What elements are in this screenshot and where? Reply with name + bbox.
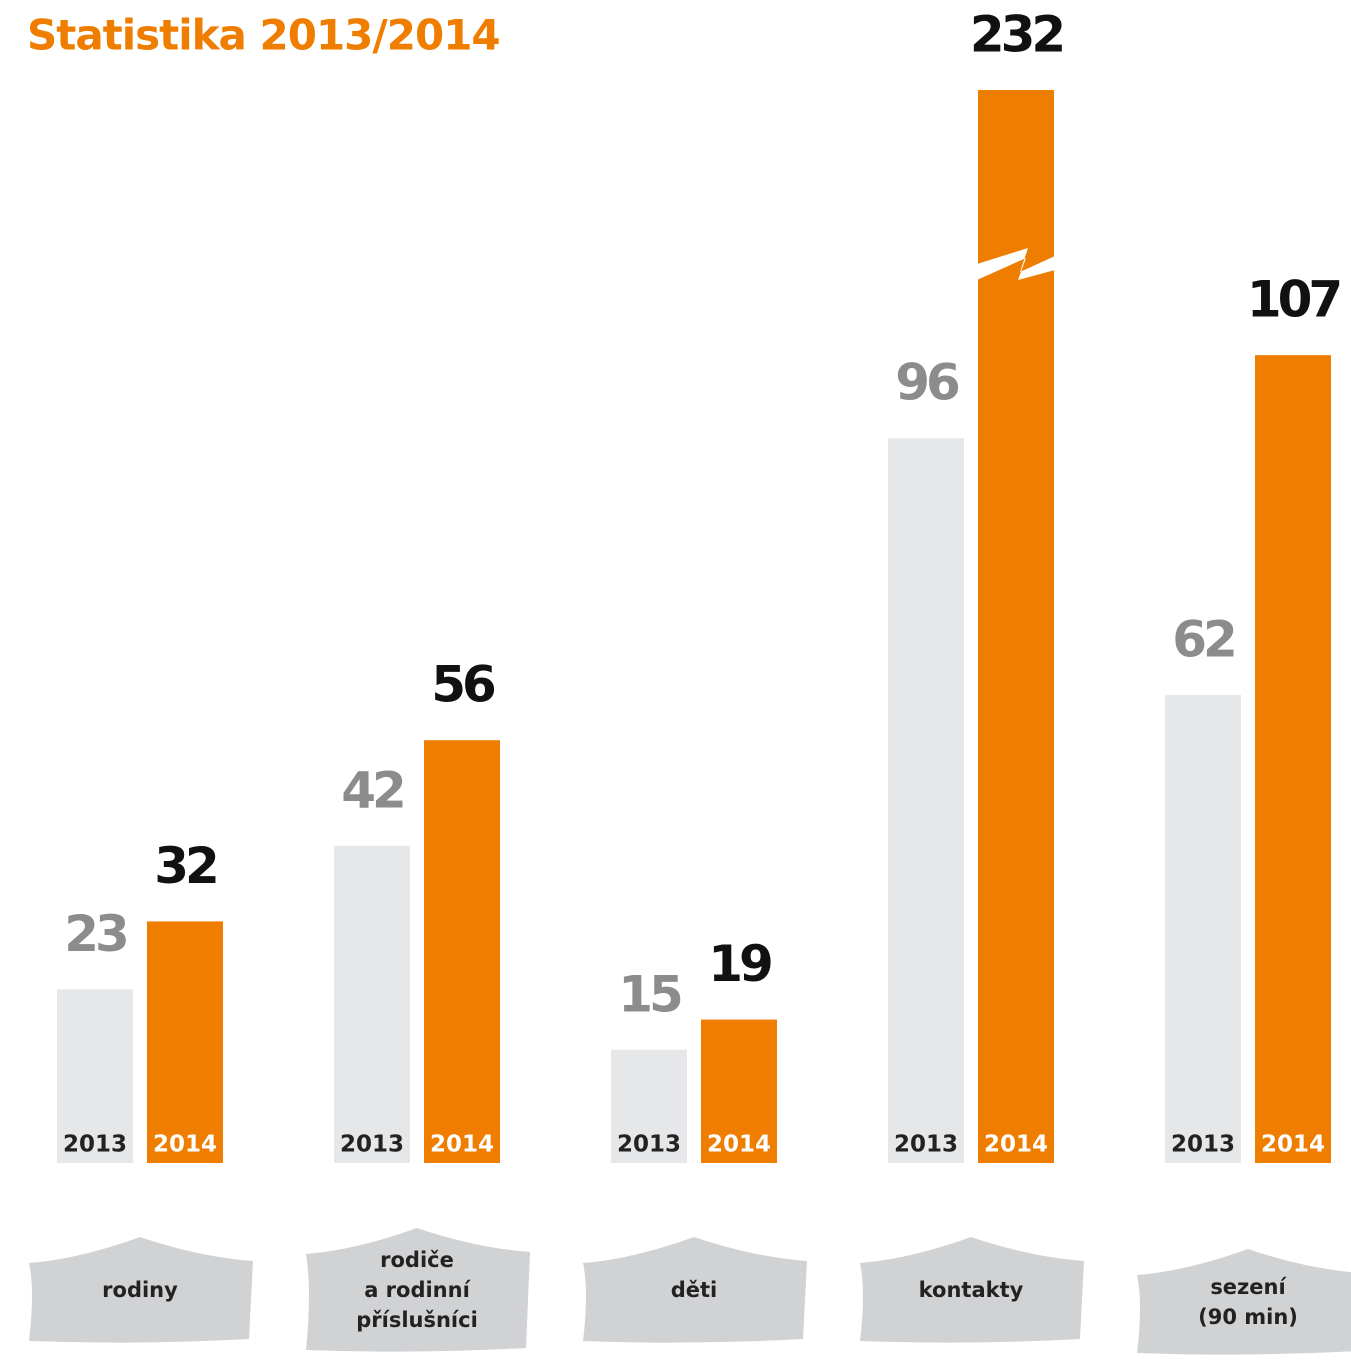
bar: [978, 90, 1054, 1163]
series-label: 2013: [63, 1132, 127, 1158]
category-box: [29, 1237, 253, 1343]
category-box: [583, 1237, 807, 1343]
category-label: děti: [671, 1278, 718, 1302]
value-label: 42: [341, 761, 403, 819]
bar: [424, 740, 500, 1163]
category-box: [860, 1237, 1084, 1343]
category-label: sezení: [1210, 1275, 1287, 1299]
series-label: 2013: [1171, 1132, 1235, 1158]
value-label: 62: [1172, 610, 1234, 668]
value-label: 96: [895, 354, 959, 412]
series-label: 2014: [1261, 1132, 1325, 1158]
bar: [611, 1049, 687, 1163]
category-label: a rodinní: [364, 1278, 471, 1302]
bar: [1255, 355, 1331, 1163]
category-box: [1137, 1249, 1351, 1355]
category-box: [306, 1228, 530, 1352]
series-label: 2014: [984, 1132, 1048, 1158]
category-label: (90 min): [1198, 1305, 1298, 1329]
bar: [57, 989, 133, 1163]
bar: [888, 438, 964, 1163]
bar: [147, 921, 223, 1163]
series-label: 2013: [894, 1132, 958, 1158]
value-label: 232: [970, 6, 1063, 64]
category-label: příslušníci: [356, 1308, 478, 1332]
series-label: 2013: [617, 1132, 681, 1158]
series-label: 2014: [153, 1132, 217, 1158]
category-label: kontakty: [919, 1278, 1024, 1302]
category-label: rodiče: [380, 1248, 454, 1272]
bar: [1165, 694, 1241, 1163]
value-label: 107: [1247, 271, 1340, 329]
bar: [334, 845, 410, 1163]
value-label: 23: [64, 905, 126, 963]
bar: [701, 1019, 777, 1163]
value-label: 56: [431, 656, 495, 714]
category-label: rodiny: [102, 1278, 178, 1302]
series-label: 2013: [340, 1132, 404, 1158]
series-label: 2014: [707, 1132, 771, 1158]
value-label: 32: [154, 837, 216, 895]
axis-break: [977, 248, 1055, 280]
series-label: 2014: [430, 1132, 494, 1158]
chart-title: Statistika 2013/2014: [27, 11, 500, 60]
value-label: 19: [708, 935, 771, 993]
value-label: 15: [618, 965, 681, 1023]
